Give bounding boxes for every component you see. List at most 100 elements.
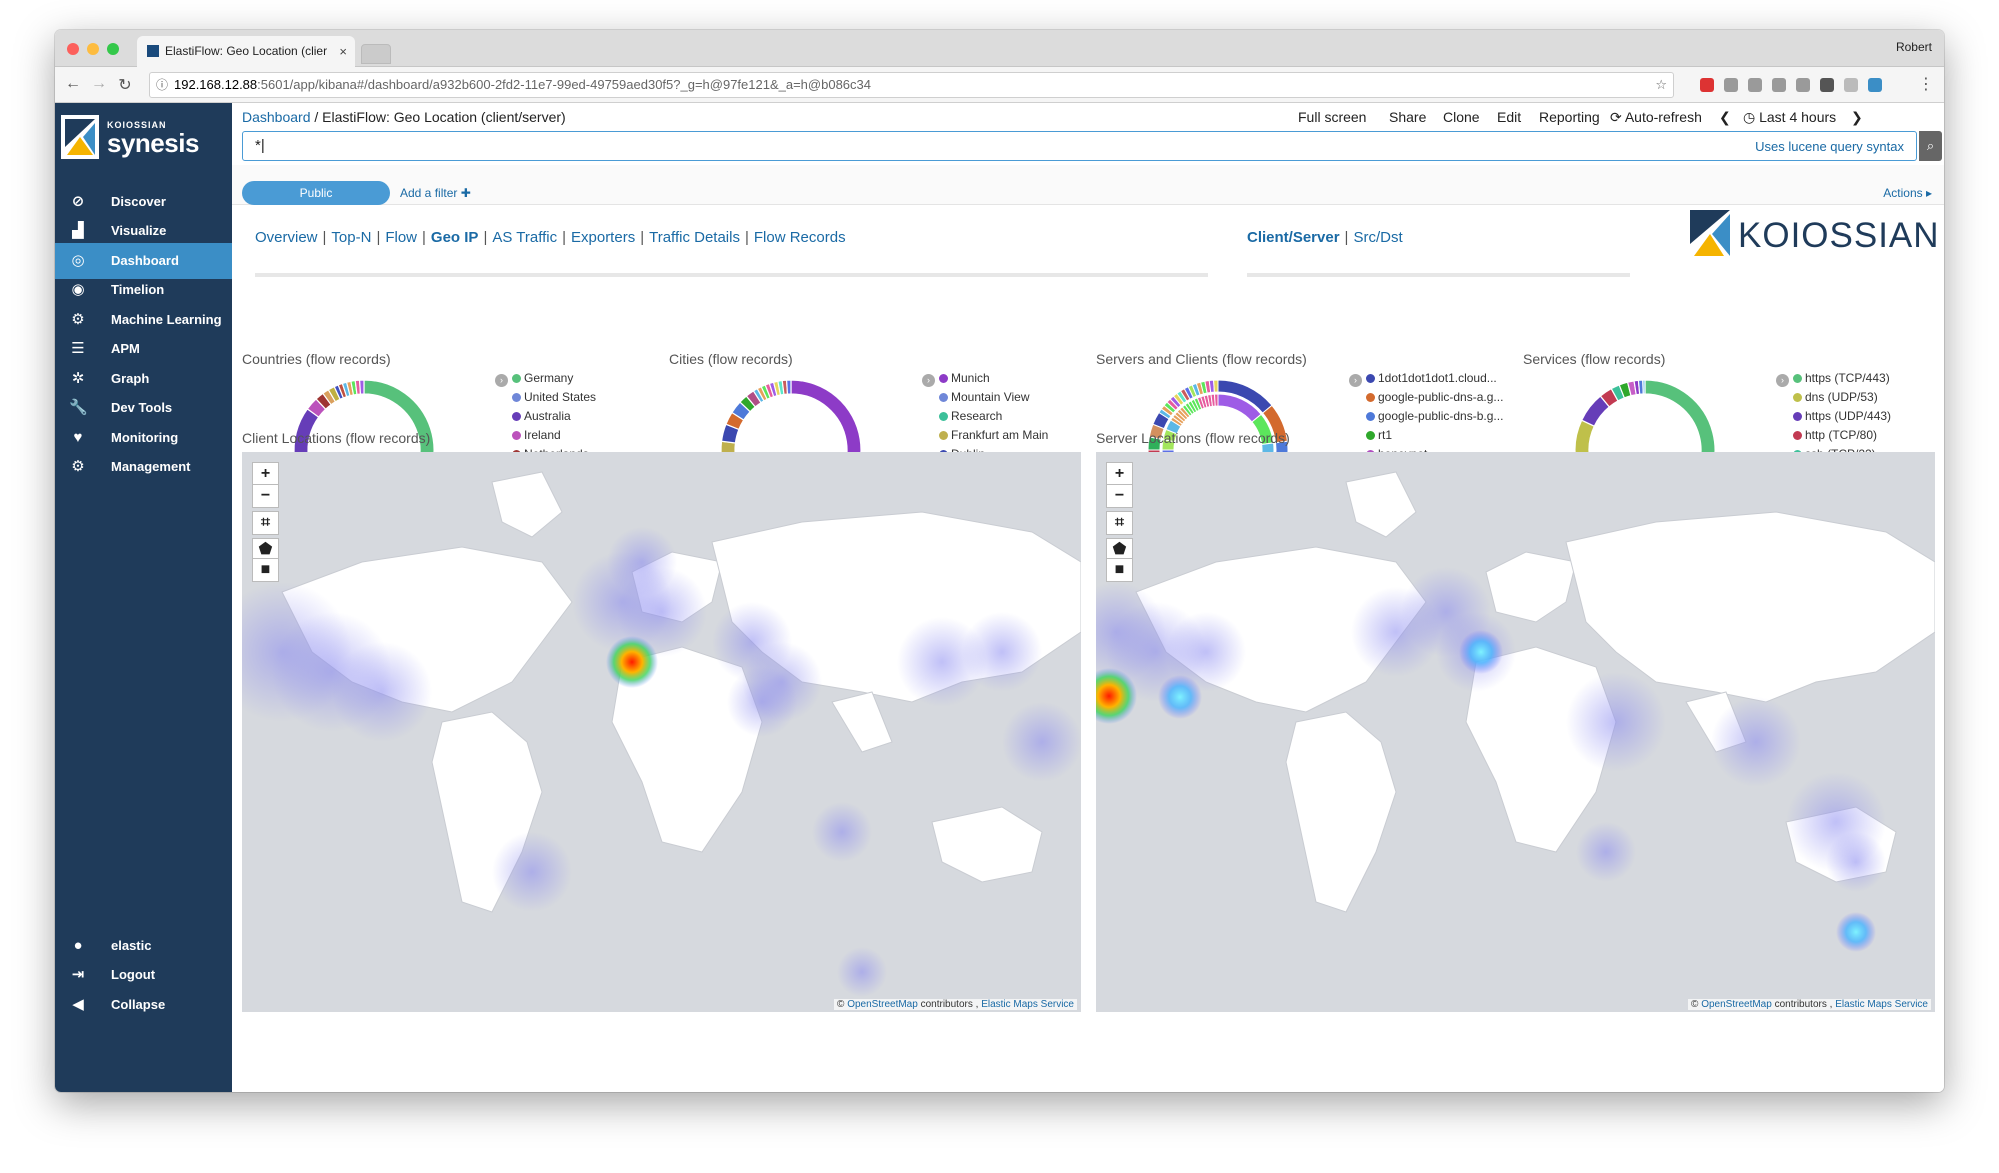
tab-close-icon[interactable]: × xyxy=(339,44,347,59)
back-icon[interactable]: ← xyxy=(65,75,81,92)
time-prev-button[interactable]: ❮ xyxy=(1719,109,1731,125)
browser-menu-icon[interactable]: ⋮ xyxy=(1918,76,1934,93)
site-info-icon[interactable]: ⓘ xyxy=(156,78,169,92)
legend-item[interactable]: google-public-dns-b.g... xyxy=(1366,407,1526,426)
legend-item[interactable]: https (UDP/443) xyxy=(1793,407,1944,426)
elastic-maps-link[interactable]: Elastic Maps Service xyxy=(981,999,1074,1010)
auto-refresh-button[interactable]: ⟳ Auto-refresh xyxy=(1610,109,1702,125)
zoom-in-button[interactable]: + xyxy=(252,462,279,486)
legend-item[interactable]: https (TCP/443) xyxy=(1793,369,1944,388)
lucene-syntax-link[interactable]: Uses lucene query syntax xyxy=(1755,139,1904,154)
zoom-in-button[interactable]: + xyxy=(1106,462,1133,486)
openstreetmap-link[interactable]: OpenStreetMap xyxy=(1701,999,1772,1010)
draw-rectangle-icon[interactable]: ■ xyxy=(252,558,279,582)
legend-toggle-icon[interactable]: › xyxy=(1776,374,1789,387)
legend-item[interactable]: Research xyxy=(939,407,1099,426)
extension-icon[interactable] xyxy=(1820,78,1834,92)
legend-item[interactable]: 1dot1dot1dot1.cloud... xyxy=(1366,369,1526,388)
sidebar-item-collapse[interactable]: ◀ Collapse xyxy=(55,987,232,1023)
fit-bounds-icon[interactable]: ⌗ xyxy=(252,511,279,535)
forward-icon[interactable]: → xyxy=(91,75,107,92)
close-window-button[interactable] xyxy=(67,43,79,55)
clone-button[interactable]: Clone xyxy=(1443,109,1480,125)
sidebar-item-timelion[interactable]: ◉ Timelion xyxy=(55,272,232,308)
url-input[interactable]: ⓘ 192.168.12.88:5601/app/kibana#/dashboa… xyxy=(149,72,1674,98)
add-filter-link[interactable]: Add a filter ✚ xyxy=(400,186,471,200)
extension-icon[interactable] xyxy=(1748,78,1762,92)
reload-icon[interactable]: ↻ xyxy=(118,77,132,94)
profile-name[interactable]: Robert xyxy=(1895,40,1932,54)
nav-link-overview[interactable]: Overview xyxy=(255,229,318,246)
nav-link-src-dst[interactable]: Src/Dst xyxy=(1353,229,1403,246)
full-screen-button[interactable]: Full screen xyxy=(1298,109,1367,125)
legend-item[interactable]: rt1 xyxy=(1366,426,1526,445)
legend-item[interactable]: Ireland xyxy=(512,426,672,445)
legend-toggle-icon[interactable]: › xyxy=(495,374,508,387)
sidebar-item-graph[interactable]: ✲ Graph xyxy=(55,361,232,397)
synesis-logo[interactable]: KOIOSSIAN synesis xyxy=(61,113,221,163)
minimize-window-button[interactable] xyxy=(87,43,99,55)
legend-item[interactable]: Munich xyxy=(939,369,1099,388)
sidebar-item-logout[interactable]: ⇥ Logout xyxy=(55,957,232,993)
bookmark-star-icon[interactable]: ☆ xyxy=(1655,77,1667,92)
fit-bounds-icon[interactable]: ⌗ xyxy=(1106,511,1133,535)
edit-button[interactable]: Edit xyxy=(1497,109,1522,125)
nav-link-as-traffic[interactable]: AS Traffic xyxy=(492,229,558,246)
sidebar-item-discover[interactable]: ⊘ Discover xyxy=(55,184,232,220)
nav-link-flow[interactable]: Flow xyxy=(385,229,418,246)
extension-icon[interactable] xyxy=(1868,78,1882,92)
sidebar-item-apm[interactable]: ☰ APM xyxy=(55,331,232,367)
share-button[interactable]: Share xyxy=(1389,109,1427,125)
legend-item[interactable]: http (TCP/80) xyxy=(1793,426,1944,445)
legend-item[interactable]: Germany xyxy=(512,369,672,388)
zoom-out-button[interactable]: − xyxy=(1106,484,1133,508)
time-next-button[interactable]: ❯ xyxy=(1851,109,1863,125)
heatmap-map[interactable]: + − ⌗ ⬟ ■ © OpenStreetMap contributors , Elas… xyxy=(242,452,1081,1012)
nav-link-client-server[interactable]: Client/Server xyxy=(1247,229,1340,246)
openstreetmap-link[interactable]: OpenStreetMap xyxy=(847,999,918,1010)
nav-link-exporters[interactable]: Exporters xyxy=(571,229,636,246)
legend-item[interactable]: dns (UDP/53) xyxy=(1793,388,1944,407)
extension-abp-icon[interactable] xyxy=(1700,78,1714,92)
heatmap-map[interactable]: + − ⌗ ⬟ ■ © OpenStreetMap contributors , Elas… xyxy=(1096,452,1935,1012)
extension-icon[interactable] xyxy=(1796,78,1810,92)
time-range-picker[interactable]: ◷ Last 4 hours xyxy=(1743,109,1837,125)
search-input[interactable]: *| xyxy=(255,137,265,154)
sidebar-item-dashboard[interactable]: ◎ Dashboard xyxy=(55,243,232,279)
browser-tab[interactable]: ElastiFlow: Geo Location (clier × xyxy=(137,36,355,67)
legend-item[interactable]: Mountain View xyxy=(939,388,1099,407)
extension-icon[interactable] xyxy=(1724,78,1738,92)
koiossian-mark-icon xyxy=(1690,210,1730,256)
reporting-button[interactable]: Reporting xyxy=(1539,109,1600,125)
filter-actions-link[interactable]: Actions ▸ xyxy=(1883,186,1932,200)
nav-link-top-n[interactable]: Top-N xyxy=(331,229,372,246)
timelion-icon: ◉ xyxy=(71,281,85,298)
extension-icon[interactable] xyxy=(1844,78,1858,92)
new-tab-button[interactable] xyxy=(361,44,391,64)
sidebar-item-management[interactable]: ⚙ Management xyxy=(55,449,232,485)
legend-item[interactable]: Frankfurt am Main xyxy=(939,426,1099,445)
filter-pill-public[interactable]: Public xyxy=(242,181,390,205)
legend-item[interactable]: google-public-dns-a.g... xyxy=(1366,388,1526,407)
sidebar-item-elastic[interactable]: ● elastic xyxy=(55,928,232,964)
legend-dot-icon xyxy=(512,393,521,402)
nav-link-geo-ip[interactable]: Geo IP xyxy=(430,229,479,246)
legend-toggle-icon[interactable]: › xyxy=(1349,374,1362,387)
maximize-window-button[interactable] xyxy=(107,43,119,55)
query-bar[interactable]: *| Uses lucene query syntax xyxy=(242,131,1917,161)
draw-rectangle-icon[interactable]: ■ xyxy=(1106,558,1133,582)
nav-link-traffic-details[interactable]: Traffic Details xyxy=(649,229,740,246)
sidebar-item-monitoring[interactable]: ♥ Monitoring xyxy=(55,420,232,456)
legend-toggle-icon[interactable]: › xyxy=(922,374,935,387)
breadcrumb-dashboard-link[interactable]: Dashboard xyxy=(242,109,311,125)
sidebar-item-dev-tools[interactable]: 🔧 Dev Tools xyxy=(55,390,232,426)
legend-item[interactable]: Australia xyxy=(512,407,672,426)
nav-link-flow-records[interactable]: Flow Records xyxy=(753,229,846,246)
legend-item[interactable]: United States xyxy=(512,388,672,407)
zoom-out-button[interactable]: − xyxy=(252,484,279,508)
extension-icon[interactable] xyxy=(1772,78,1786,92)
sidebar-item-machine-learning[interactable]: ⚙ Machine Learning xyxy=(55,302,232,338)
elastic-maps-link[interactable]: Elastic Maps Service xyxy=(1835,999,1928,1010)
search-button[interactable]: ⌕ xyxy=(1919,131,1942,161)
sidebar-item-visualize[interactable]: ▟ Visualize xyxy=(55,213,232,249)
